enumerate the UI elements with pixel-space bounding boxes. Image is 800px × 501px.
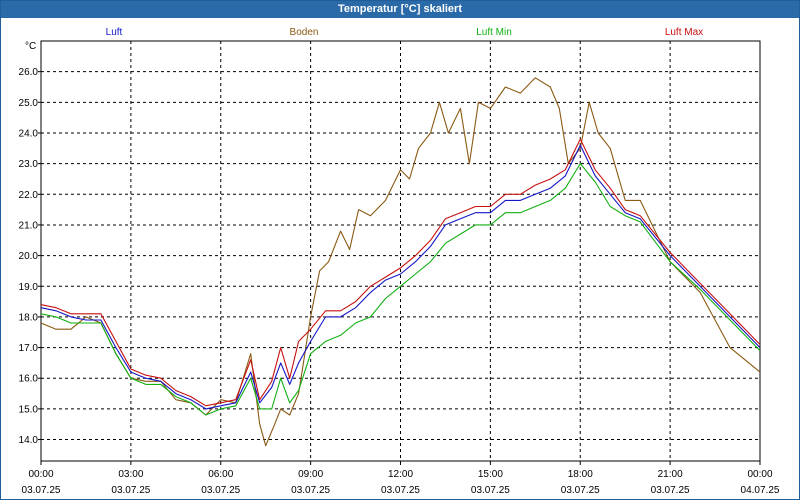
y-tick-label: 23.0 <box>19 159 39 170</box>
y-tick-label: 15.0 <box>19 404 39 415</box>
y-tick-label: 20.0 <box>19 251 39 262</box>
y-tick-label: 16.0 <box>19 374 39 385</box>
legend: Luft Boden Luft Min Luft Max <box>106 27 704 38</box>
legend-entry-luft-max: Luft Max <box>665 27 703 38</box>
x-tick-time-label: 00:00 <box>28 469 53 480</box>
legend-entry-luft-min: Luft Min <box>476 27 512 38</box>
y-tick-label: 25.0 <box>19 98 39 109</box>
chart-title: Temperatur [°C] skaliert <box>1 1 799 18</box>
x-tick-date-label: 03.07.25 <box>291 485 330 496</box>
y-tick-label: 24.0 <box>19 128 39 139</box>
grid <box>41 41 760 461</box>
y-tick-label: 19.0 <box>19 282 39 293</box>
series-line-luft-max <box>40 138 761 407</box>
x-tick-time-label: 18:00 <box>568 469 593 480</box>
x-tick-time-label: 06:00 <box>208 469 233 480</box>
x-tick-time-label: 03:00 <box>118 469 143 480</box>
series-line-boden <box>40 77 761 447</box>
legend-entry-boden: Boden <box>290 27 319 38</box>
x-tick-time-label: 12:00 <box>388 469 413 480</box>
axes: 14.0 15.0 16.0 17.0 18.0 19.0 20.0 21.0 22.0 23.0… <box>19 41 780 496</box>
x-tick-date-label: 04.07.25 <box>741 485 780 496</box>
x-tick-date-label: 03.07.25 <box>381 485 420 496</box>
series-lines <box>40 77 761 447</box>
x-tick-time-label: 21:00 <box>658 469 683 480</box>
y-tick-label: 18.0 <box>19 312 39 323</box>
x-tick-time-label: 15:00 <box>478 469 503 480</box>
x-tick-date-label: 03.07.25 <box>561 485 600 496</box>
y-tick-label: 26.0 <box>19 67 39 78</box>
y-tick-label: 21.0 <box>19 220 39 231</box>
y-tick-label: 14.0 <box>19 435 39 446</box>
x-tick-time-label: 00:00 <box>747 469 772 480</box>
series-line-luft <box>40 144 761 410</box>
y-axis-unit-label: °C <box>25 41 36 52</box>
y-tick-label: 22.0 <box>19 190 39 201</box>
x-tick-date-label: 03.07.25 <box>111 485 150 496</box>
legend-entry-luft: Luft <box>106 27 123 38</box>
x-tick-date-label: 03.07.25 <box>651 485 690 496</box>
y-tick-label: 17.0 <box>19 343 39 354</box>
x-tick-date-label: 03.07.25 <box>201 485 240 496</box>
x-tick-date-label: 03.07.25 <box>471 485 510 496</box>
x-tick-date-label: 03.07.25 <box>22 485 61 496</box>
series-line-luft-min <box>40 163 761 416</box>
x-tick-time-label: 09:00 <box>298 469 323 480</box>
